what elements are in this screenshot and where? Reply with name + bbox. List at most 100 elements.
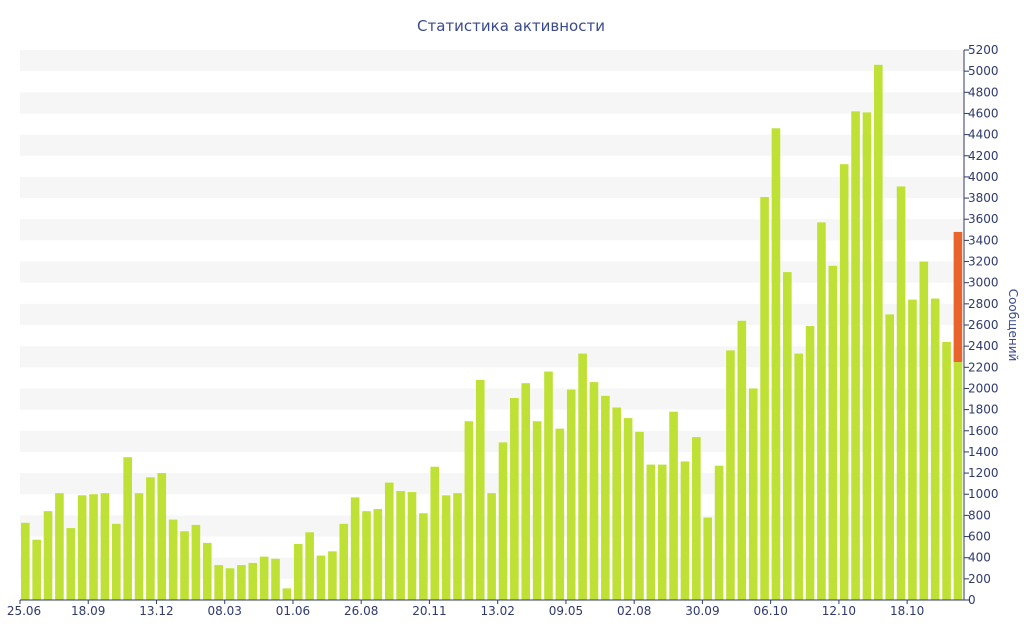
bar (487, 493, 496, 600)
grid-band (20, 303, 964, 325)
bar (396, 491, 405, 600)
x-tick-label: 18.10 (890, 604, 924, 618)
grid-band (20, 176, 964, 199)
y-tick-label: 3200 (968, 255, 999, 269)
bar (339, 523, 349, 600)
bar (839, 164, 849, 600)
x-tick-label: 13.12 (139, 604, 173, 618)
bar (874, 64, 883, 601)
bar (21, 522, 30, 600)
grid-band (20, 92, 964, 114)
bar (783, 272, 792, 600)
y-tick-label: 2200 (968, 360, 999, 374)
y-tick-label: 5000 (968, 64, 999, 78)
y-tick-label: 800 (968, 508, 991, 522)
y-tick-label: 0 (968, 593, 976, 607)
bar (566, 389, 576, 600)
x-tick-label: 25.06 (7, 604, 41, 618)
y-tick-label: 1400 (968, 445, 999, 459)
bar (646, 464, 656, 600)
bar (794, 353, 803, 600)
bar (612, 407, 622, 600)
bar (157, 473, 167, 600)
bar (77, 495, 87, 600)
y-tick-label: 4400 (968, 128, 999, 142)
bar (305, 532, 314, 600)
bar (271, 558, 280, 600)
bar (714, 465, 724, 600)
bar (942, 341, 951, 600)
bar (373, 509, 383, 600)
bar (225, 568, 235, 600)
x-tick-label: 09.05 (549, 604, 583, 618)
bar (771, 128, 781, 600)
bar (930, 298, 940, 600)
bar (316, 555, 326, 600)
bar (851, 111, 860, 600)
y-tick-label: 2800 (968, 297, 999, 311)
bar (123, 457, 132, 600)
bar (635, 431, 644, 600)
bar (475, 380, 485, 600)
bar (89, 494, 98, 600)
x-tick-label: 13.02 (481, 604, 515, 618)
bar (43, 511, 53, 600)
bar (657, 464, 667, 600)
bar (532, 421, 542, 600)
y-tick-label: 5200 (968, 43, 999, 57)
bar (430, 466, 440, 600)
bar (498, 442, 508, 600)
y-tick-label: 4600 (968, 106, 999, 120)
y-tick-label: 4800 (968, 85, 999, 99)
y-tick-label: 1800 (968, 403, 999, 417)
y-tick-label: 400 (968, 551, 991, 565)
grid-band (20, 219, 964, 241)
bar (669, 411, 678, 600)
grid-bands (20, 50, 964, 579)
bars-group (21, 64, 963, 601)
grid-band (20, 50, 964, 72)
x-tick-label: 08.03 (208, 604, 242, 618)
bar (282, 588, 292, 600)
bar (692, 437, 701, 600)
bar (828, 265, 838, 600)
grid-band (20, 134, 964, 156)
x-tick-label: 06.10 (753, 604, 787, 618)
bar (214, 565, 223, 600)
bar-highlight (953, 231, 963, 363)
bar (248, 562, 258, 600)
bar (407, 492, 417, 600)
y-tick-label: 2400 (968, 339, 999, 353)
bar (350, 497, 360, 600)
y-tick-label: 3600 (968, 212, 999, 226)
bar (601, 395, 610, 600)
bar (623, 418, 633, 600)
y-tick-label: 3800 (968, 191, 999, 205)
grid-band (20, 261, 964, 283)
bar (202, 542, 212, 600)
bar (100, 493, 110, 600)
bar (953, 362, 963, 600)
y-tick-label: 2000 (968, 381, 999, 395)
bar (362, 511, 371, 600)
y-tick-label: 1000 (968, 487, 999, 501)
bar (419, 513, 428, 600)
bar (862, 112, 872, 601)
bar (464, 421, 474, 600)
bar (589, 382, 599, 600)
y-tick-label: 2600 (968, 318, 999, 332)
y-tick-label: 1600 (968, 424, 999, 438)
y-axis: 0 200 400 600 800 1000 1200 1400 1600 1800 2000 220… (963, 43, 999, 607)
bar (146, 477, 155, 600)
bar (908, 299, 917, 600)
x-tick-label: 30.09 (685, 604, 719, 618)
bar (293, 543, 303, 600)
bar (919, 261, 929, 600)
y-tick-label: 4000 (968, 170, 999, 184)
bar (896, 186, 906, 600)
y-axis-label: Сообщений (1006, 289, 1020, 362)
bar (55, 493, 64, 600)
x-tick-label: 18.09 (71, 604, 105, 618)
x-tick-label: 26.08 (344, 604, 378, 618)
